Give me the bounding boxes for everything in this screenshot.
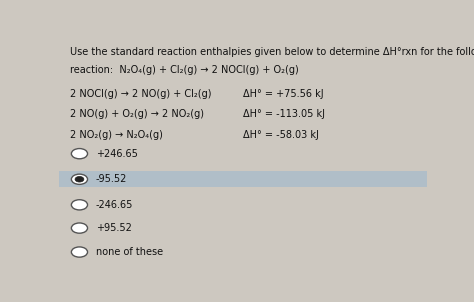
Text: 2 NO(g) + O₂(g) → 2 NO₂(g): 2 NO(g) + O₂(g) → 2 NO₂(g)	[70, 110, 204, 120]
Text: ΔH° = -113.05 kJ: ΔH° = -113.05 kJ	[243, 110, 325, 120]
Text: 2 NOCl(g) → 2 NO(g) + Cl₂(g): 2 NOCl(g) → 2 NO(g) + Cl₂(g)	[70, 88, 212, 98]
Text: -246.65: -246.65	[96, 200, 133, 210]
Text: +246.65: +246.65	[96, 149, 138, 159]
Circle shape	[72, 223, 88, 233]
Text: ΔH° = +75.56 kJ: ΔH° = +75.56 kJ	[243, 88, 324, 98]
Circle shape	[72, 174, 88, 184]
Text: none of these: none of these	[96, 247, 163, 257]
Text: Use the standard reaction enthalpies given below to determine ΔH°rxn for the fol: Use the standard reaction enthalpies giv…	[70, 47, 474, 57]
Text: reaction:  N₂O₄(g) + Cl₂(g) → 2 NOCl(g) + O₂(g): reaction: N₂O₄(g) + Cl₂(g) → 2 NOCl(g) +…	[70, 65, 299, 75]
FancyBboxPatch shape	[59, 171, 427, 187]
Circle shape	[72, 149, 88, 159]
Text: +95.52: +95.52	[96, 223, 132, 233]
Circle shape	[72, 247, 88, 257]
Text: ΔH° = -58.03 kJ: ΔH° = -58.03 kJ	[243, 130, 319, 140]
Text: -95.52: -95.52	[96, 174, 128, 184]
Text: 2 NO₂(g) → N₂O₄(g): 2 NO₂(g) → N₂O₄(g)	[70, 130, 163, 140]
Circle shape	[72, 200, 88, 210]
Circle shape	[75, 176, 84, 182]
